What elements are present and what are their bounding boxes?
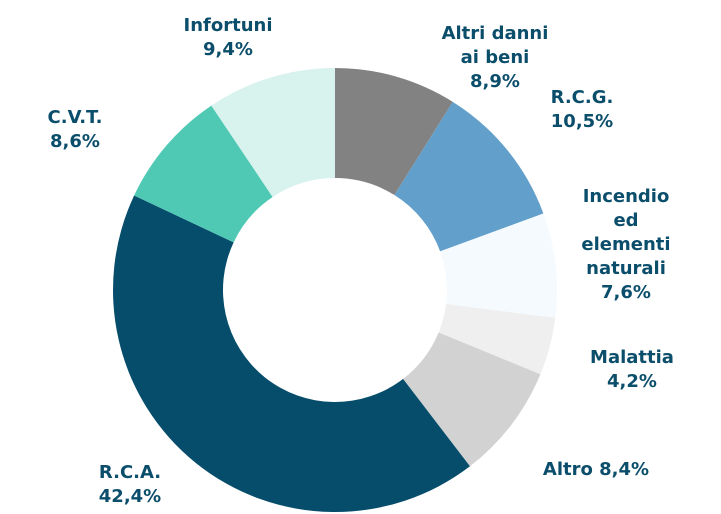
value-label: 42,4% — [98, 486, 162, 507]
value-label: 10,5% — [550, 111, 614, 132]
value-label: 8,6% — [50, 131, 100, 152]
value-label: 8,4% — [599, 459, 650, 480]
slice — [440, 213, 558, 318]
category-name: Incendio ed elementi naturali — [581, 186, 671, 279]
slice-label: Altri danni ai beni 8,9% — [430, 22, 560, 94]
slice-label: R.C.G. 10,5% — [537, 86, 627, 134]
slice-label: Altro 8,4% — [516, 458, 676, 482]
slice-label: Infortuni 9,4% — [173, 14, 283, 62]
category-name: R.C.G. — [550, 87, 614, 108]
slice — [112, 195, 470, 512]
slice-label: Incendio ed elementi naturali 7,6% — [576, 185, 676, 305]
category-name: Altro — [542, 459, 593, 480]
slice — [211, 68, 335, 197]
category-name: C.V.T. — [47, 107, 103, 128]
category-name: R.C.A. — [98, 462, 162, 483]
value-label: 9,4% — [203, 39, 253, 60]
value-label: 4,2% — [607, 371, 657, 392]
slice — [403, 332, 541, 467]
slice-label: Malattia 4,2% — [582, 346, 682, 394]
slice — [394, 101, 544, 252]
slice — [438, 304, 556, 375]
slice — [134, 105, 273, 243]
slice-label: R.C.A. 42,4% — [85, 461, 175, 509]
category-name: Infortuni — [183, 15, 273, 36]
slice — [335, 68, 453, 196]
slice-label: C.V.T. 8,6% — [30, 106, 120, 154]
category-name: Altri danni ai beni — [441, 23, 549, 68]
category-name: Malattia — [590, 347, 674, 368]
value-label: 8,9% — [470, 71, 520, 92]
value-label: 7,6% — [601, 282, 651, 303]
